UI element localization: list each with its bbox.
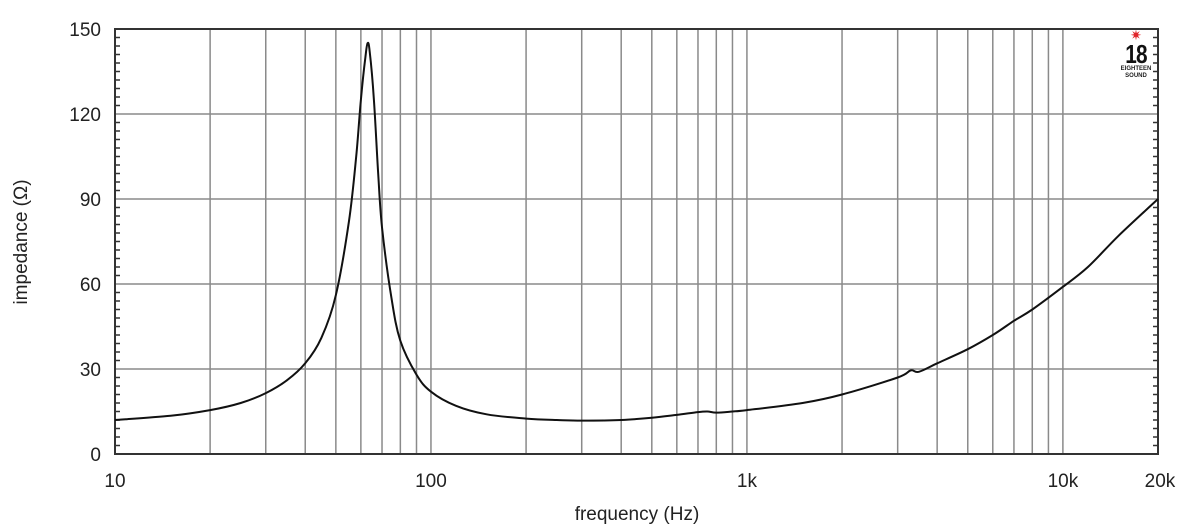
y-tick-label: 150	[69, 20, 101, 41]
brand-logo: ✷ 18 EIGHTEEN SOUND	[1113, 28, 1159, 96]
plot-frame	[114, 28, 1159, 455]
x-tick-label: 20k	[1145, 471, 1176, 492]
impedance-curve	[114, 41, 1159, 422]
y-tick-label: 60	[80, 275, 101, 296]
x-axis-label: frequency (Hz)	[575, 504, 700, 525]
x-tick-label: 100	[415, 471, 447, 492]
y-tick-label: 90	[80, 190, 101, 211]
y-tick-label: 0	[90, 445, 101, 466]
x-tick-labels: 10 100 1k 10k 20k	[104, 471, 1175, 492]
y-tick-label: 120	[69, 105, 101, 126]
y-tick-labels: 0 30 60 90 120 150	[69, 20, 101, 466]
y-axis-label: impedance (Ω)	[11, 179, 32, 304]
logo-number: 18	[1125, 39, 1147, 69]
logo-line1: EIGHTEEN	[1120, 66, 1152, 72]
grid-lines	[115, 29, 1158, 454]
x-tick-label: 1k	[737, 471, 758, 492]
minor-ticks	[115, 36, 1158, 447]
y-tick-label: 30	[80, 360, 101, 381]
x-tick-label: 10	[104, 471, 125, 492]
star-icon: ✷	[1130, 27, 1142, 43]
x-tick-label: 10k	[1048, 471, 1079, 492]
logo-line2: SOUND	[1125, 73, 1147, 79]
